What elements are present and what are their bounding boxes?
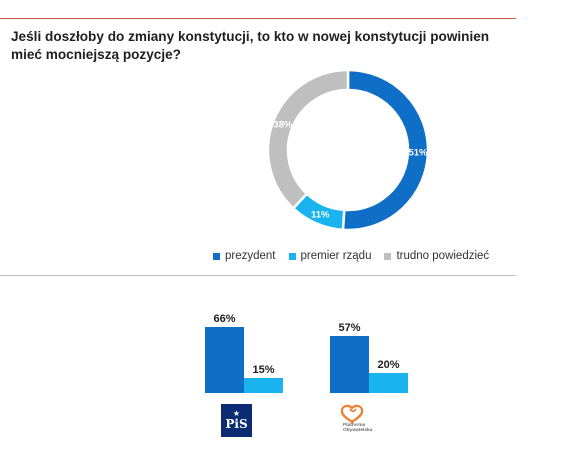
legend-swatch-2 (384, 252, 392, 260)
po-logo: Platforma Obywatelska (338, 404, 382, 440)
pis-logo-text: PiS (225, 417, 248, 431)
legend-item-1: premier rządu (288, 250, 372, 262)
chart-title: Jeśli doszłoby do zmiany konstytucji, to… (11, 29, 490, 62)
legend: prezydent premier rządu trudno powiedzieć (213, 248, 489, 264)
section-divider (0, 275, 516, 276)
bar-0-1 (244, 378, 283, 393)
po-logo-line1: Platforma (343, 423, 366, 428)
po-logo-line2: Obywatelska (343, 428, 373, 433)
top-rule (0, 18, 516, 19)
bar-1-1 (369, 373, 408, 393)
donut-label-2: 38% (273, 120, 293, 131)
legend-item-0: prezydent (213, 250, 276, 262)
donut-slice-2 (266, 68, 350, 211)
bar-label-1-1: 20% (377, 359, 399, 371)
po-logo-heart-icon (340, 404, 364, 424)
legend-swatch-1 (288, 252, 296, 260)
donut-label-1: 11% (311, 210, 330, 221)
po-logo-text: Platforma Obywatelska (343, 423, 383, 433)
bar-label-1-0: 57% (338, 322, 360, 334)
legend-label-2: trudno powiedzieć (396, 250, 490, 262)
bar-0-0 (205, 327, 244, 393)
legend-label-1: premier rządu (300, 250, 372, 262)
bar-1-0 (330, 336, 369, 393)
star-icon: ★ (232, 409, 241, 418)
legend-swatch-0 (213, 252, 220, 260)
donut-slice-0 (341, 68, 430, 232)
pis-logo: ★ PiS (221, 404, 252, 437)
legend-item-2: trudno powiedzieć (384, 250, 489, 262)
donut-label-0: 51% (408, 148, 428, 159)
bar-label-0-0: 66% (213, 313, 235, 325)
legend-label-0: prezydent (225, 250, 276, 262)
bar-label-0-1: 15% (252, 364, 274, 376)
